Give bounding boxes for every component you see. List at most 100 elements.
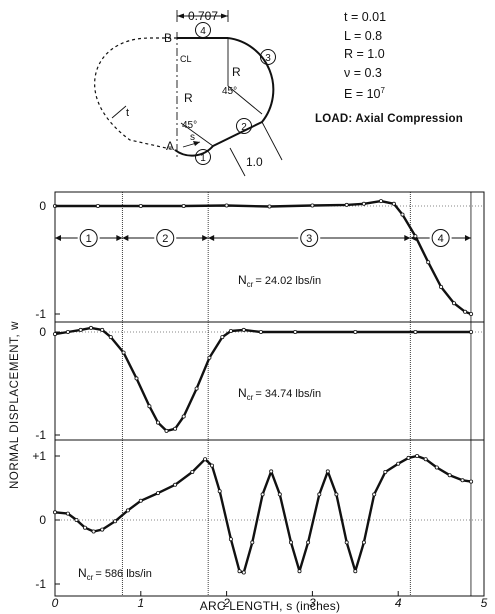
curve-point-p1-7 xyxy=(344,202,349,207)
curve-point-p2-14 xyxy=(207,355,212,360)
curve-point-p1-10 xyxy=(391,201,396,206)
arc-s-label: s xyxy=(190,132,195,143)
curve-point-p1-13 xyxy=(426,260,431,265)
point-B-label: B xyxy=(164,31,172,45)
curve-point-p3-36 xyxy=(423,457,428,462)
curve-point-p3-1 xyxy=(65,511,70,516)
cross-section-labels: 0.707 1.0 B A CL t s R R 45° 45° 4 3 2 1 xyxy=(126,9,271,169)
curve-point-p2-1 xyxy=(65,329,70,334)
mode-curve-panel-2 xyxy=(53,326,473,433)
ncr-3-N: N xyxy=(78,566,87,580)
curve-point-p3-16 xyxy=(237,569,242,574)
segment-num-1: 1 xyxy=(200,153,206,164)
segment-num-2: 2 xyxy=(241,122,247,133)
panel-1-frame xyxy=(54,191,485,323)
svg-text:Ncr= 34.74 lbs/in: Ncr = 34.74 lbs/in xyxy=(238,386,321,402)
solid-segment-1 xyxy=(174,145,214,157)
x-axis-ticks: 0 1 2 3 4 5 xyxy=(52,591,488,610)
curve-point-p2-0 xyxy=(53,332,58,337)
curve-point-p2-17 xyxy=(241,327,246,332)
curve-point-p2-16 xyxy=(228,328,233,333)
cross-section-sketch xyxy=(94,10,283,177)
segment-label-3: 3 xyxy=(306,233,312,245)
segment-label-2: 2 xyxy=(162,233,168,245)
curve-point-p3-32 xyxy=(383,469,388,474)
angle-lower-label: 45° xyxy=(182,120,197,131)
curve-point-p2-22 xyxy=(469,329,474,334)
ncr-1-text: = 24.02 lbs/in xyxy=(255,275,321,287)
curve-point-p1-8 xyxy=(361,201,366,206)
curve-point-p1-6 xyxy=(310,203,315,208)
curve-point-p3-22 xyxy=(288,540,293,545)
segment-arrows-row: 1 2 3 4 xyxy=(55,229,471,247)
curve-point-p3-40 xyxy=(469,479,474,484)
radius-line-upper xyxy=(227,85,263,115)
curve-point-p3-10 xyxy=(173,482,178,487)
y-tick-label-p1-0: 0 xyxy=(39,199,46,213)
ncr-3-text: = 586 lbs/in xyxy=(95,568,152,580)
segment-arrowhead-right-2 xyxy=(202,235,209,241)
curve-point-p3-19 xyxy=(260,492,265,497)
chart-frame xyxy=(54,191,485,597)
point-A-label: A xyxy=(166,139,174,153)
param-R: R = 1.0 xyxy=(344,47,385,61)
y-tick-label-p3-1: 0 xyxy=(39,513,46,527)
curve-point-p1-17 xyxy=(469,311,474,316)
param-E: E = 107 xyxy=(344,86,385,102)
curve-point-p1-16 xyxy=(463,309,468,314)
curve-point-p3-7 xyxy=(125,508,130,513)
radius-lower-label: R xyxy=(184,91,193,105)
curve-point-p3-25 xyxy=(317,492,322,497)
curve-point-p2-9 xyxy=(155,420,160,425)
x-tick-label-1: 1 xyxy=(137,596,144,610)
curve-point-p3-3 xyxy=(83,525,88,530)
dashed-half-outline xyxy=(94,37,177,151)
segment-arrowhead-left-3 xyxy=(208,235,215,241)
curve-point-p3-33 xyxy=(396,461,401,466)
solid-segment-2 xyxy=(212,121,263,147)
curve-point-p3-24 xyxy=(306,540,311,545)
segment-arrowhead-right-3 xyxy=(404,235,411,241)
curve-point-p3-31 xyxy=(372,492,377,497)
curve-point-p2-2 xyxy=(78,327,83,332)
curve-point-p2-7 xyxy=(134,376,139,381)
curve-point-p1-3 xyxy=(181,203,186,208)
radius-line-lower xyxy=(180,122,214,147)
ncr-2-N: N xyxy=(238,386,247,400)
segment-num-4: 4 xyxy=(200,26,206,37)
x-tick-label-4: 4 xyxy=(395,596,402,610)
curve-point-p3-26 xyxy=(325,469,330,474)
x-tick-label-2: 2 xyxy=(222,596,230,610)
segment-arrowhead-right-1 xyxy=(116,235,123,241)
curve-point-p1-15 xyxy=(451,301,456,306)
segment-arrowhead-right-4 xyxy=(464,235,471,241)
dim-side-line xyxy=(261,121,283,161)
dim-side-label: 1.0 xyxy=(246,155,263,169)
thickness-label: t xyxy=(126,107,129,119)
curve-point-p3-37 xyxy=(434,465,439,470)
curve-point-p2-13 xyxy=(194,386,199,391)
x-axis-title: ARC LENGTH, s (inches) xyxy=(200,599,340,613)
curve-point-p3-11 xyxy=(190,469,195,474)
curve-point-p3-17 xyxy=(241,570,246,575)
param-L: L = 0.8 xyxy=(344,28,383,43)
ncr-3-sub: cr xyxy=(87,573,94,582)
solid-segment-3 xyxy=(227,37,275,123)
segment-label-1: 1 xyxy=(86,233,92,245)
curve-point-p2-15 xyxy=(220,335,225,340)
segment-arrowhead-left-2 xyxy=(122,235,129,241)
ncr-1-sub: cr xyxy=(247,280,254,289)
panel-3-frame xyxy=(54,439,485,597)
curve-point-p3-8 xyxy=(138,498,143,503)
curve-point-p3-12 xyxy=(203,457,208,462)
angle-upper-label: 45° xyxy=(222,86,237,97)
curve-point-p1-14 xyxy=(439,284,444,289)
curve-point-p1-1 xyxy=(95,203,100,208)
thickness-arrow xyxy=(111,105,127,119)
curve-point-p2-4 xyxy=(100,327,105,332)
curve-point-p3-0 xyxy=(53,510,58,515)
ncr-annotation-3: Ncr = 586 lbs/in xyxy=(78,566,152,582)
curve-point-p2-6 xyxy=(121,350,126,355)
segment-circle-4 xyxy=(431,229,450,247)
curve-point-p3-20 xyxy=(269,469,274,474)
